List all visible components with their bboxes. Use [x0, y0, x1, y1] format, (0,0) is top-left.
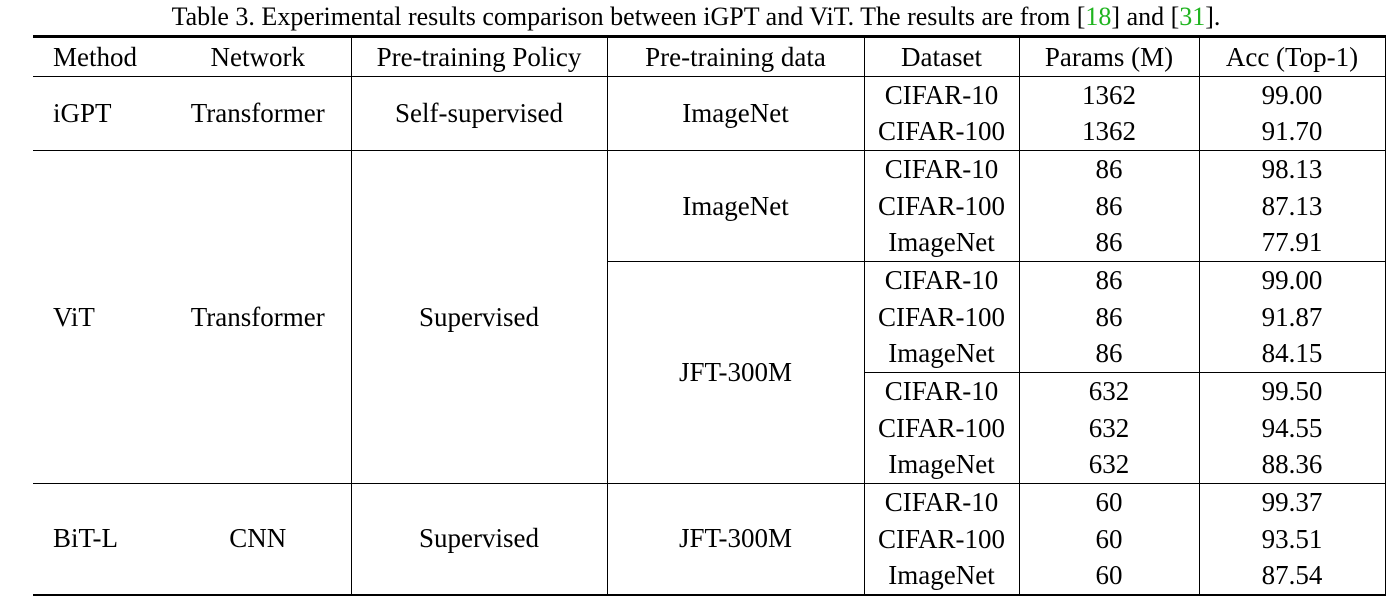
table-row: BiT-L CNN Supervised JFT-300M CIFAR-10 6…: [33, 483, 1386, 595]
dataset-cell: CIFAR-10: [864, 76, 1020, 114]
results-table: Method Network Pre-training Policy Pre-t…: [33, 35, 1386, 596]
header-acc: Acc (Top-1): [1199, 36, 1386, 77]
dataset-cell: ImageNet: [864, 224, 1020, 262]
acc-cell: 91.87: [1199, 298, 1386, 336]
header-row: Method Network Pre-training Policy Pre-t…: [33, 36, 1386, 77]
header-dataset: Dataset: [864, 36, 1020, 77]
acc-cell: 84.15: [1199, 335, 1386, 373]
group-igpt: iGPT Transformer Self-supervised ImageNe…: [33, 76, 1386, 151]
acc-cell: 99.37: [1199, 483, 1386, 521]
dataset-cell: ImageNet: [864, 335, 1020, 373]
method-cell: BiT-L: [53, 523, 119, 554]
pretraining-data-cell: JFT-300M: [607, 483, 865, 595]
dataset-cell: CIFAR-100: [864, 520, 1020, 558]
policy-cell: Self-supervised: [351, 76, 608, 151]
dataset-cell: ImageNet: [864, 557, 1020, 595]
group-vit: ViT Transformer Supervised ImageNet CIFA…: [33, 150, 1386, 484]
params-cell: 1362: [1019, 113, 1200, 151]
policy-cell: Supervised: [351, 150, 608, 484]
method-cell: ViT: [53, 301, 95, 332]
params-cell: 86: [1019, 298, 1200, 336]
acc-cell: 87.54: [1199, 557, 1386, 595]
table-row: ImageNet 86 84.15: [33, 335, 1386, 373]
dataset-cell: CIFAR-10: [864, 483, 1020, 521]
params-cell: 60: [1019, 557, 1200, 595]
acc-cell: 98.13: [1199, 150, 1386, 188]
caption-middle: ] and [: [1111, 2, 1180, 31]
dataset-cell: CIFAR-100: [864, 187, 1020, 225]
table-row: iGPT Transformer Self-supervised ImageNe…: [33, 76, 1386, 151]
params-cell: 60: [1019, 483, 1200, 521]
dataset-cell: CIFAR-100: [864, 298, 1020, 336]
table-row: CIFAR-10 632 99.50: [33, 372, 1386, 410]
header-pretraining-data: Pre-training data: [607, 36, 865, 77]
table-caption: Table 3. Experimental results comparison…: [0, 2, 1392, 32]
pretraining-data-cell: JFT-300M: [607, 261, 865, 484]
dataset-cell: CIFAR-100: [864, 409, 1020, 447]
table-row: CIFAR-100 86 87.13: [33, 187, 1386, 225]
params-cell: 60: [1019, 520, 1200, 558]
table-row: ViT Transformer Supervised ImageNet CIFA…: [33, 150, 1386, 484]
header-network: Network: [165, 36, 352, 77]
network-cell: Transformer: [165, 150, 352, 484]
table-row: CIFAR-100 60 93.51: [33, 520, 1386, 558]
network-cell: Transformer: [165, 76, 352, 151]
acc-cell: 93.51: [1199, 520, 1386, 558]
dataset-cell: CIFAR-10: [864, 261, 1020, 299]
policy-cell: Supervised: [351, 483, 608, 595]
method-cell: iGPT: [53, 98, 112, 128]
params-cell: 1362: [1019, 76, 1200, 114]
params-cell: 86: [1019, 335, 1200, 373]
group-bit-l: BiT-L CNN Supervised JFT-300M CIFAR-10 6…: [33, 483, 1386, 595]
table-row: CIFAR-100 86 91.87: [33, 298, 1386, 336]
table-row: ImageNet 86 77.91: [33, 224, 1386, 262]
dataset-cell: CIFAR-10: [864, 150, 1020, 188]
dataset-cell: ImageNet: [864, 446, 1020, 484]
params-cell: 86: [1019, 150, 1200, 188]
dataset-cell: CIFAR-10: [864, 372, 1020, 410]
reference-link-31[interactable]: 31: [1179, 2, 1206, 31]
acc-cell: 94.55: [1199, 409, 1386, 447]
network-cell: CNN: [165, 483, 352, 595]
table-row: ImageNet 60 87.54: [33, 557, 1386, 595]
params-cell: 632: [1019, 446, 1200, 484]
reference-link-18[interactable]: 18: [1085, 2, 1112, 31]
params-cell: 86: [1019, 261, 1200, 299]
header-policy: Pre-training Policy: [351, 36, 608, 77]
header-method: Method: [53, 41, 137, 72]
acc-cell: 88.36: [1199, 446, 1386, 484]
table-row: JFT-300M CIFAR-10 86 99.00: [33, 261, 1386, 484]
pretraining-data-cell: ImageNet: [607, 76, 865, 151]
acc-cell: 77.91: [1199, 224, 1386, 262]
table-row: ImageNet 632 88.36: [33, 446, 1386, 484]
params-cell: 86: [1019, 187, 1200, 225]
table-row: CIFAR-100 1362 91.70: [33, 113, 1386, 151]
acc-cell: 99.00: [1199, 261, 1386, 299]
acc-cell: 91.70: [1199, 113, 1386, 151]
params-cell: 632: [1019, 409, 1200, 447]
dataset-cell: CIFAR-100: [864, 113, 1020, 151]
acc-cell: 99.50: [1199, 372, 1386, 410]
table-row: CIFAR-100 632 94.55: [33, 409, 1386, 447]
pretraining-data-cell: ImageNet: [607, 150, 865, 262]
header-params: Params (M): [1019, 36, 1200, 77]
acc-cell: 87.13: [1199, 187, 1386, 225]
caption-prefix: Table 3. Experimental results comparison…: [171, 2, 1086, 31]
params-cell: 86: [1019, 224, 1200, 262]
caption-suffix: ].: [1205, 2, 1221, 31]
acc-cell: 99.00: [1199, 76, 1386, 114]
params-cell: 632: [1019, 372, 1200, 410]
